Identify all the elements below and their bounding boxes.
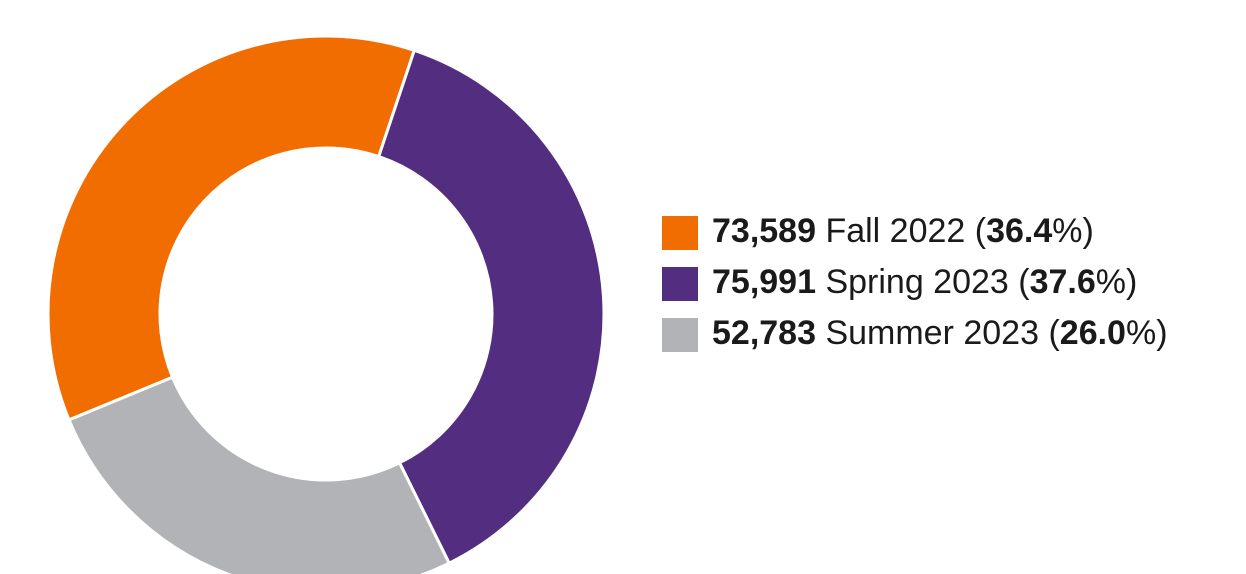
legend-percent-part: ( xyxy=(975,212,987,250)
legend-percent-part: %) xyxy=(1126,314,1168,352)
legend-swatch xyxy=(662,216,698,250)
legend-label: Fall 2022 xyxy=(816,212,975,250)
legend-percent: (37.6%) xyxy=(1018,263,1137,301)
legend-swatch xyxy=(662,267,698,301)
legend-percent-part: 36.4 xyxy=(986,212,1052,250)
legend-percent-part: %) xyxy=(1096,263,1138,301)
legend-percent-part: ( xyxy=(1018,263,1030,301)
legend-value: 75,991 xyxy=(712,263,816,301)
legend-swatch xyxy=(662,318,698,352)
legend-entry: 73,589 Fall 2022 (36.4%) xyxy=(712,212,1094,250)
legend-percent: (26.0%) xyxy=(1048,314,1167,352)
legend-percent-part: %) xyxy=(1052,212,1094,250)
donut-slice xyxy=(67,375,452,574)
legend-label: Spring 2023 xyxy=(816,263,1018,301)
legend-percent: (36.4%) xyxy=(975,212,1094,250)
legend-value: 73,589 xyxy=(712,212,816,250)
legend-percent-part: ( xyxy=(1048,314,1060,352)
legend-entry: 52,783 Summer 2023 (26.0%) xyxy=(712,314,1168,352)
legend-entry: 75,991 Spring 2023 (37.6%) xyxy=(712,263,1137,301)
donut-slice xyxy=(46,34,417,422)
legend-percent-part: 37.6 xyxy=(1030,263,1096,301)
legend-label: Summer 2023 xyxy=(816,314,1048,352)
legend-percent-part: 26.0 xyxy=(1060,314,1126,352)
donut-slice xyxy=(376,48,606,566)
legend-value: 52,783 xyxy=(712,314,816,352)
